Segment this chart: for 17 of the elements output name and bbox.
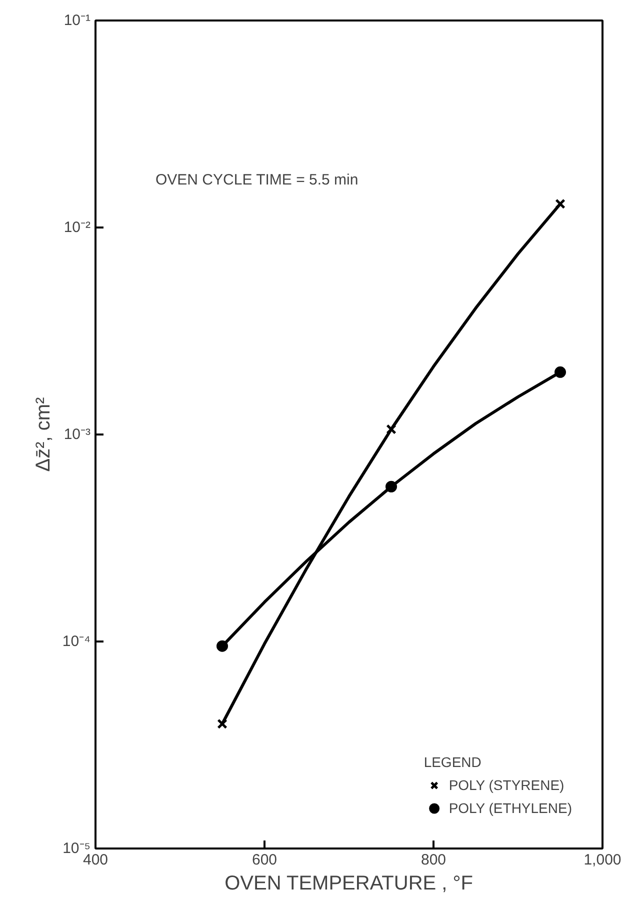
x-axis-title: OVEN TEMPERATURE , °F [224,872,474,894]
y-tick-label: 10⁻³ [64,426,91,443]
line-series [220,202,562,726]
legend-label: POLY (ETHYLENE) [448,800,572,816]
x-tick-label: 1,000 [584,852,622,868]
x-tick-label: 800 [420,852,446,868]
legend-title: LEGEND [424,754,482,770]
y-axis-title: Δz̄², cm² [32,396,54,472]
legend-label: POLY (STYRENE) [448,777,564,793]
point [555,198,566,210]
y-tick-label: 10⁻⁴ [62,633,91,650]
y-tick-label: 10⁻¹ [64,12,91,29]
y-tick-label: 10⁻² [64,219,91,236]
annotation: OVEN CYCLE TIME = 5.5 min [156,172,358,188]
point [386,424,396,434]
point [217,718,228,730]
x-tick-label: 600 [252,852,278,868]
